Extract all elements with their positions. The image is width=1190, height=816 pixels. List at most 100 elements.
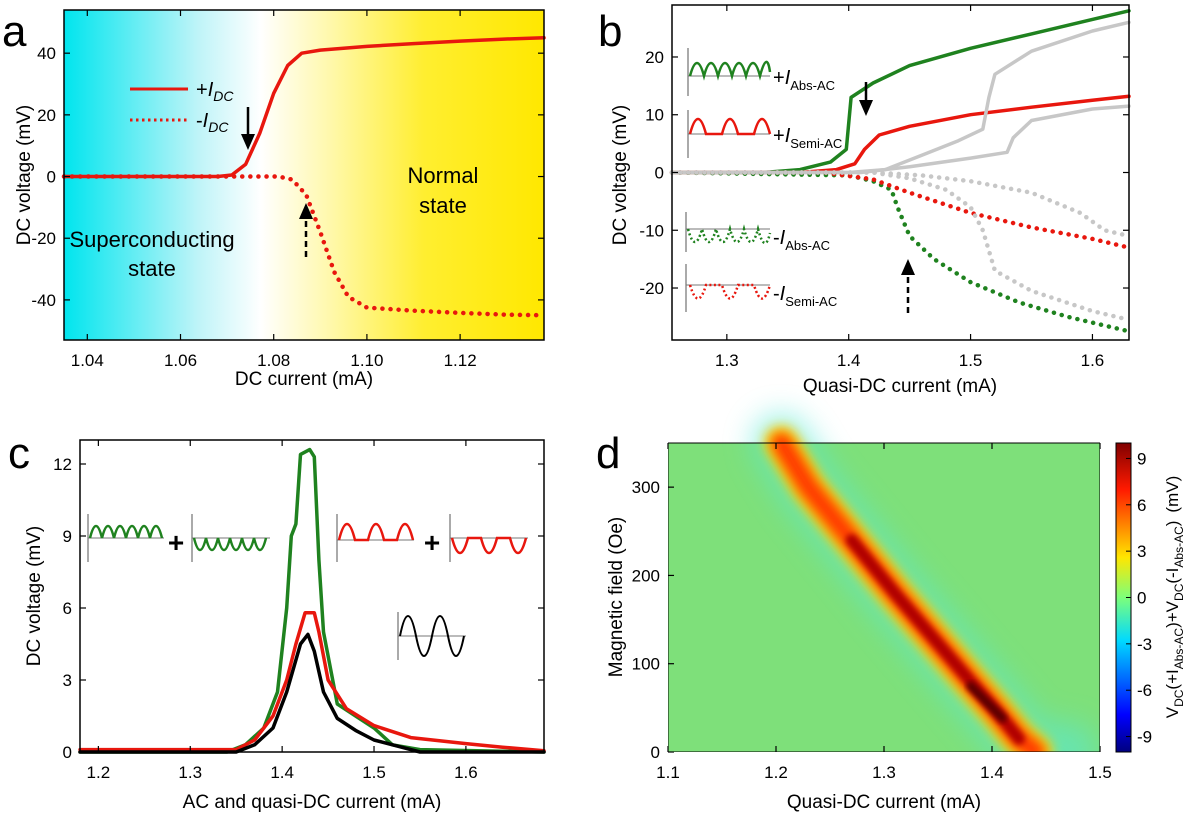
green-plus-sign: + bbox=[168, 527, 184, 558]
y-tick-label: 12 bbox=[53, 455, 72, 474]
y-tick-label: 100 bbox=[632, 655, 660, 674]
x-axis-label: Quasi-DC current (mA) bbox=[803, 376, 997, 397]
x-tick-label: 1.2 bbox=[764, 763, 788, 782]
colorbar-tick-label: 3 bbox=[1137, 542, 1146, 561]
y-tick-label: 3 bbox=[63, 671, 72, 690]
y-tick-label: -40 bbox=[31, 291, 56, 310]
legend-label-plus-semi-ac: +ISemi-AC bbox=[773, 125, 842, 151]
y-tick-label: 0 bbox=[47, 168, 56, 187]
y-tick-label: 0 bbox=[651, 743, 660, 762]
x-tick-label: 1.04 bbox=[71, 351, 104, 370]
legend-label-minus-abs-ac: -IAbs-AC bbox=[773, 227, 830, 253]
y-axis-label: DC voltage (mV) bbox=[24, 526, 45, 666]
panel-a: 1.04 1.06 1.08 1.10 1.12 40 20 0 -20 -40 DC curre… bbox=[14, 9, 547, 390]
y-tick-label: -20 bbox=[639, 279, 664, 298]
series-line-0 bbox=[62, 36, 546, 179]
panel-letter-c: c bbox=[8, 429, 30, 478]
y-tick-label: -10 bbox=[639, 221, 664, 240]
legend-label-plus-abs-ac: +IAbs-AC bbox=[773, 67, 835, 93]
solid-arrow-down bbox=[241, 107, 255, 150]
x-tick-label: 1.6 bbox=[454, 763, 478, 782]
y-axis-label: DC voltage (mV) bbox=[610, 105, 631, 245]
x-tick-label: 1.1 bbox=[656, 763, 680, 782]
panel-d: 1.1 1.2 1.3 1.4 1.5 300 200 100 0 Quasi-DC curre… bbox=[606, 413, 1186, 813]
red-plus-sign: + bbox=[424, 527, 440, 558]
colorbar-tick-label: 9 bbox=[1137, 449, 1146, 468]
legend-semi-ac-positive-waveform bbox=[687, 110, 772, 158]
green-abs-ac-negative-waveform bbox=[191, 514, 270, 562]
y-tick-label: 40 bbox=[37, 44, 56, 63]
legend-semi-ac-negative-waveform bbox=[685, 264, 772, 312]
green-abs-ac-positive-waveform bbox=[87, 514, 164, 562]
y-tick-label: 6 bbox=[63, 599, 72, 618]
series-line-7 bbox=[669, 170, 1132, 239]
y-axis-label: Magnetic field (Oe) bbox=[606, 517, 627, 678]
black-ac-waveform bbox=[397, 612, 466, 660]
panel-c: 1.2 1.3 1.4 1.5 1.6 12 9 6 3 0 AC and quasi-DC cu… bbox=[24, 439, 546, 813]
legend-label-minus-semi-ac: -ISemi-AC bbox=[773, 283, 837, 309]
x-tick-label: 1.4 bbox=[270, 763, 294, 782]
x-axis-label: DC current (mA) bbox=[235, 369, 373, 390]
series-line-3 bbox=[670, 104, 1131, 175]
x-tick-label: 1.5 bbox=[959, 351, 983, 370]
colorbar-tick-label: -9 bbox=[1137, 728, 1152, 747]
dashed-arrow-up bbox=[901, 259, 915, 313]
heatmap-peak bbox=[966, 681, 1007, 723]
y-tick-label: 200 bbox=[632, 566, 660, 585]
legend-abs-ac-negative-waveform bbox=[685, 212, 772, 252]
series-line-0 bbox=[670, 9, 1131, 175]
superconducting-label-1: Superconducting bbox=[69, 227, 234, 252]
legend-abs-ac-positive-waveform bbox=[687, 48, 772, 96]
panel-letter-d: d bbox=[596, 429, 620, 478]
x-tick-label: 1.3 bbox=[872, 763, 896, 782]
colorbar-tick-label: -6 bbox=[1137, 681, 1152, 700]
axes-frame bbox=[63, 9, 545, 341]
axes-frame bbox=[79, 439, 545, 753]
normal-label-2: state bbox=[419, 193, 467, 218]
superconducting-label-2: state bbox=[128, 256, 176, 281]
y-axis-label: DC voltage (mV) bbox=[14, 105, 35, 245]
normal-label-1: Normal bbox=[408, 163, 479, 188]
y-tick-label: 20 bbox=[645, 48, 664, 67]
series-line-2 bbox=[78, 632, 546, 754]
x-tick-label: 1.08 bbox=[257, 351, 290, 370]
x-tick-label: 1.3 bbox=[715, 351, 739, 370]
series-line-1 bbox=[61, 174, 547, 318]
x-axis-label: Quasi-DC current (mA) bbox=[787, 792, 981, 813]
x-tick-label: 1.12 bbox=[444, 351, 477, 370]
colorbar-tick-label: 6 bbox=[1137, 496, 1146, 515]
y-tick-label: 300 bbox=[632, 478, 660, 497]
x-tick-label: 1.6 bbox=[1081, 351, 1105, 370]
y-tick-label: 0 bbox=[63, 743, 72, 762]
x-tick-label: 1.2 bbox=[87, 763, 111, 782]
x-tick-label: 1.5 bbox=[362, 763, 386, 782]
y-tick-label: 9 bbox=[63, 527, 72, 546]
series-line-1 bbox=[670, 94, 1131, 175]
x-tick-label: 1.06 bbox=[164, 351, 197, 370]
legend-label-plus-idc: +IDC bbox=[196, 79, 234, 104]
panel-letter-b: b bbox=[598, 7, 622, 56]
x-axis-label: AC and quasi-DC current (mA) bbox=[183, 792, 442, 813]
colorbar-tick-label: 0 bbox=[1137, 589, 1146, 608]
red-semi-ac-positive-waveform bbox=[336, 514, 415, 562]
panel-letter-a: a bbox=[2, 7, 27, 56]
colorbar-label: VDC(+IAbs-AC)+VDC(-IAbs-AC)(mV) bbox=[1163, 476, 1186, 719]
x-tick-label: 1.4 bbox=[837, 351, 861, 370]
y-tick-label: -20 bbox=[31, 229, 56, 248]
y-tick-label: 0 bbox=[655, 164, 664, 183]
panel-b: 1.3 1.4 1.5 1.6 20 10 0 -10 -20 Quasi-DC current… bbox=[610, 4, 1132, 397]
colorbar-tick-label: -3 bbox=[1137, 635, 1152, 654]
dashed-arrow-up bbox=[299, 203, 313, 257]
y-tick-label: 20 bbox=[37, 106, 56, 125]
x-tick-label: 1.3 bbox=[178, 763, 202, 782]
red-semi-ac-negative-waveform bbox=[449, 514, 528, 562]
legend-label-minus-idc: -IDC bbox=[196, 110, 229, 135]
solid-arrow-down bbox=[859, 82, 873, 116]
plot-area bbox=[80, 440, 544, 752]
series-line-1 bbox=[78, 611, 546, 753]
x-tick-label: 1.5 bbox=[1088, 763, 1112, 782]
x-tick-label: 1.10 bbox=[350, 351, 383, 370]
y-tick-label: 10 bbox=[645, 106, 664, 125]
x-tick-label: 1.4 bbox=[980, 763, 1004, 782]
